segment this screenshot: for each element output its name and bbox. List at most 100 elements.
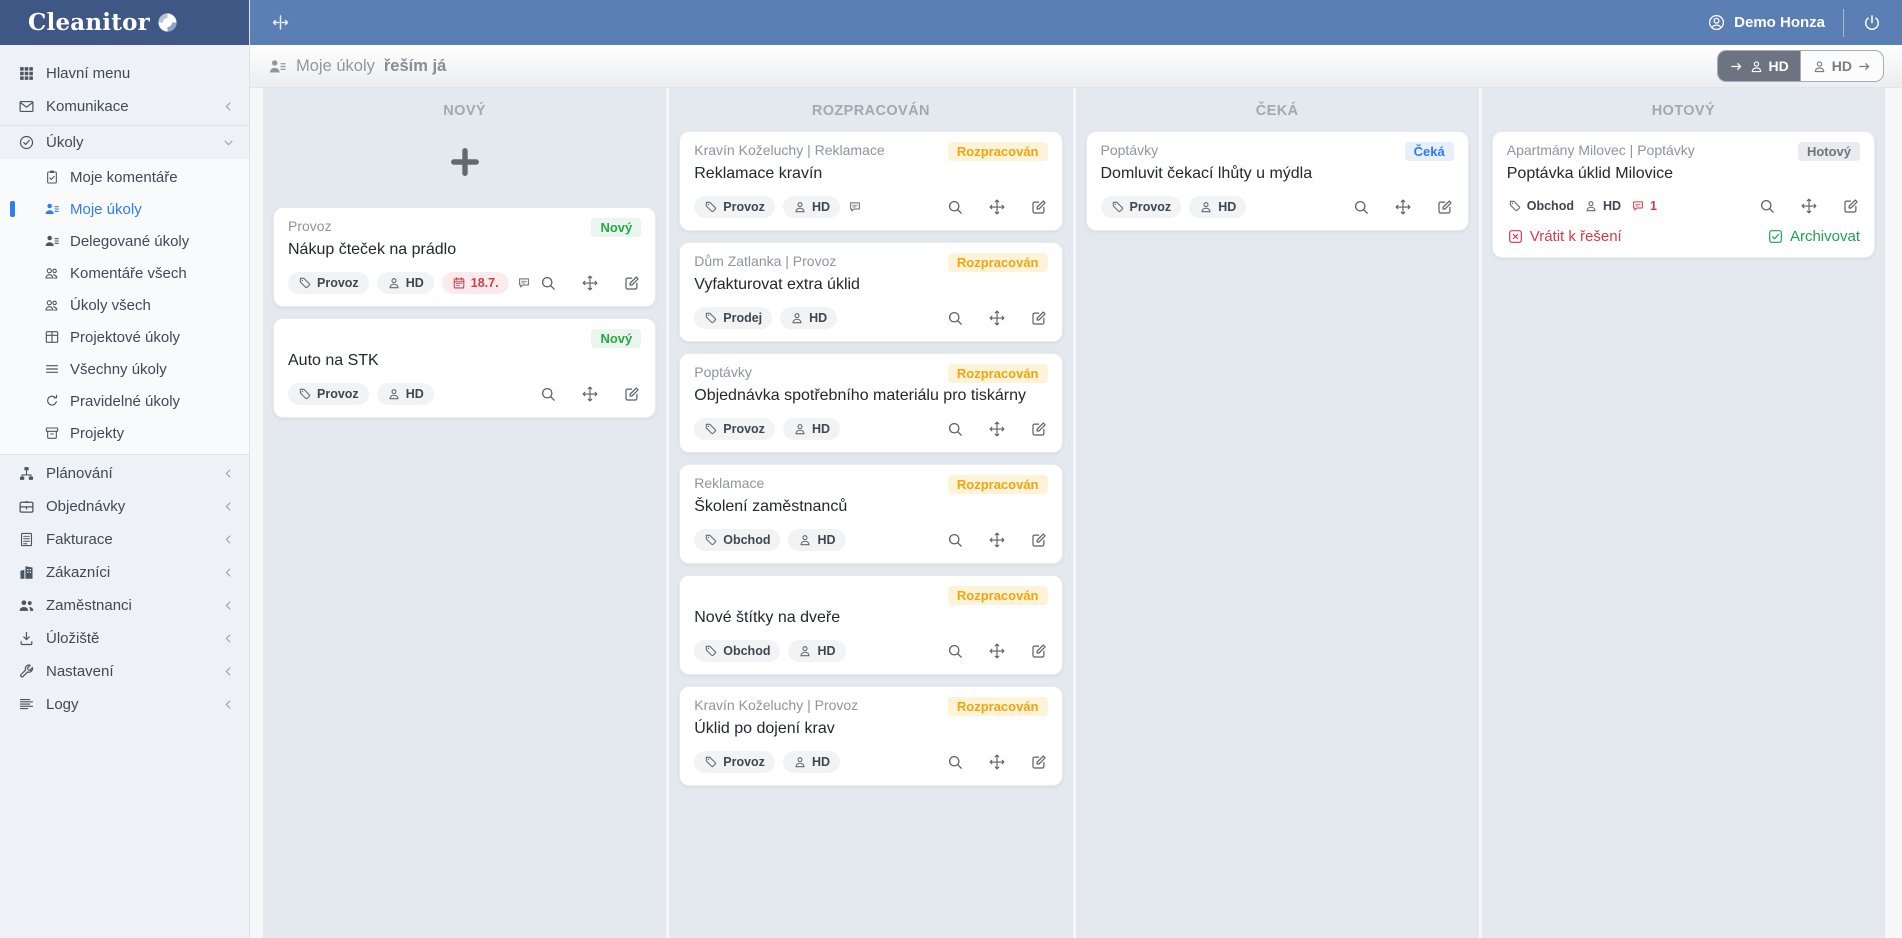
edit-icon[interactable] [623,274,641,292]
move-icon[interactable] [581,385,599,403]
sidebar-item-objednavky[interactable]: Objednávky [0,490,249,523]
user-menu[interactable]: Demo Honza [1707,13,1825,32]
mail-icon [18,98,35,115]
edit-icon[interactable] [623,385,641,403]
task-card[interactable]: Provoz Nový Nákup čteček na prádlo Provoz HD… [273,207,657,307]
search-icon[interactable] [946,309,964,327]
move-icon[interactable] [988,420,1006,438]
card-title: Poptávka úklid Milovice [1506,165,1674,182]
search-icon [946,753,964,771]
assign-to-me-button[interactable]: HD [1717,51,1800,81]
move-icon[interactable] [988,198,1006,216]
search-icon[interactable] [1758,197,1776,215]
pill-label: HD [809,311,828,325]
person-icon [790,311,804,325]
edit-icon[interactable] [1030,642,1048,660]
arrow-right-icon [1857,59,1872,74]
search-icon[interactable] [1352,198,1370,216]
tag-pill: Provoz [288,272,369,294]
add-card-button[interactable] [273,131,656,193]
search-icon[interactable] [946,420,964,438]
move-icon[interactable] [988,309,1006,327]
search-icon[interactable] [539,385,557,403]
search-icon[interactable] [946,198,964,216]
column-cards: Apartmány Milovec | Poptávky Hotový Poptáv… [1491,131,1875,269]
sidebar-item-komentare-vsech[interactable]: Komentáře všech [0,257,249,289]
card-action-icons [529,385,641,403]
task-card[interactable]: Poptávky Rozpracován Objednávka spotřebníh… [679,353,1063,453]
task-card[interactable]: Dům Zatlanka | Provoz Rozpracován Vyfaktur… [679,242,1063,342]
move-icon[interactable] [988,531,1006,549]
kanban-board: NOVÝ Provoz Nový Nákup čteček na prádlo Prov… [250,88,1902,938]
kanban-column: NOVÝ Provoz Nový Nákup čteček na prádlo Prov… [263,88,667,938]
sidebar-item-projekty[interactable]: Projekty [0,417,249,449]
sidebar-item-hlavni-menu[interactable]: Hlavní menu [0,57,249,90]
sidebar-item-zamestnanci[interactable]: Zaměstnanci [0,589,249,622]
edit-icon[interactable] [1030,198,1048,216]
task-card[interactable]: Poptávky Čeká Domluvit čekací lhůty u mýdl… [1085,131,1469,231]
search-icon[interactable] [946,753,964,771]
task-card[interactable]: Rozpracován Nové štítky na dveře Obchod HD [679,575,1063,675]
task-card[interactable]: Reklamace Rozpracován Školení zaměstnanců O… [679,464,1063,564]
edit-icon[interactable] [1436,198,1454,216]
move-icon[interactable] [988,642,1006,660]
logout-power-icon[interactable] [1862,13,1882,33]
card-action-icons [936,753,1048,771]
edit-icon [1842,197,1860,215]
sidebar-item-moje-komentare[interactable]: Moje komentáře [0,161,249,193]
sidebar-item-pravidelne-ukoly[interactable]: Pravidelné úkoly [0,385,249,417]
task-card[interactable]: Kravín Koželuchy | Reklamace Rozpracován R… [679,131,1063,231]
pill-label: HD [811,200,830,214]
sidebar-item-nastaveni[interactable]: Nastavení [0,655,249,688]
sidebar-item-moje-ukoly[interactable]: Moje úkoly [0,193,249,225]
sidebar-item-zakaznici[interactable]: Zákazníci [0,556,249,589]
sidebar-item-vsechny-ukoly[interactable]: Všechny úkoly [0,353,249,385]
move-icon[interactable] [581,274,599,292]
move-icon[interactable] [1800,197,1818,215]
collapse-sidebar-icon[interactable] [270,12,291,33]
status-badge: Nový [591,329,642,348]
edit-icon[interactable] [1030,531,1048,549]
card-top-row: Dům Zatlanka | Provoz Rozpracován [694,253,1048,273]
card-meta: Obchod HD [694,529,935,551]
card-top-row: Kravín Koželuchy | Provoz Rozpracován [694,697,1048,717]
assign-from-me-button[interactable]: HD [1799,51,1883,81]
tag-icon [704,200,718,214]
app-logo[interactable]: Cleanitor [0,0,249,45]
move-icon[interactable] [988,753,1006,771]
edit-icon[interactable] [1030,753,1048,771]
chevron-left-icon [222,599,235,612]
search-icon[interactable] [946,531,964,549]
task-card[interactable]: Apartmány Milovec | Poptávky Hotový Poptáv… [1491,131,1875,258]
task-card[interactable]: Kravín Koželuchy | Provoz Rozpracován Úkli… [679,686,1063,786]
arrow-right-icon [1729,59,1744,74]
sidebar-item-label: Moje komentáře [70,168,178,186]
archive-link[interactable]: Archivovat [1767,228,1860,245]
sidebar-item-delegovane-ukoly[interactable]: Delegované úkoly [0,225,249,257]
sidebar-item-logy[interactable]: Logy [0,688,249,721]
search-icon [1352,198,1370,216]
edit-icon[interactable] [1030,309,1048,327]
sidebar-item-label: Zákazníci [46,564,111,581]
column-cards: Poptávky Čeká Domluvit čekací lhůty u mýdl… [1085,131,1469,242]
move-icon[interactable] [1394,198,1412,216]
sidebar-item-planovani[interactable]: Plánování [0,457,249,490]
sidebar-item-fakturace[interactable]: Fakturace [0,523,249,556]
edit-icon[interactable] [1030,420,1048,438]
edit-icon [1030,420,1048,438]
sidebar-item-projektove-ukoly[interactable]: Projektové úkoly [0,321,249,353]
card-footer: Provoz HD [694,418,1047,440]
main-area: Demo Honza Moje úkoly řeším já HD HD [250,0,1902,938]
search-icon[interactable] [946,642,964,660]
sidebar-item-ukoly[interactable]: Úkoly [0,126,249,159]
search-icon[interactable] [539,274,557,292]
edit-icon[interactable] [1842,197,1860,215]
sidebar-item-uloziste[interactable]: Úložiště [0,622,249,655]
sidebar-item-komunikace[interactable]: Komunikace [0,90,249,123]
card-meta: Provoz HD [694,196,935,218]
return-to-solving-link[interactable]: Vrátit k řešení [1507,228,1622,245]
task-card[interactable]: Nový Auto na STK Provoz HD [273,318,657,418]
sidebar-item-label: Objednávky [46,498,126,515]
person-icon [387,276,401,290]
sidebar-item-ukoly-vsech[interactable]: Úkoly všech [0,289,249,321]
